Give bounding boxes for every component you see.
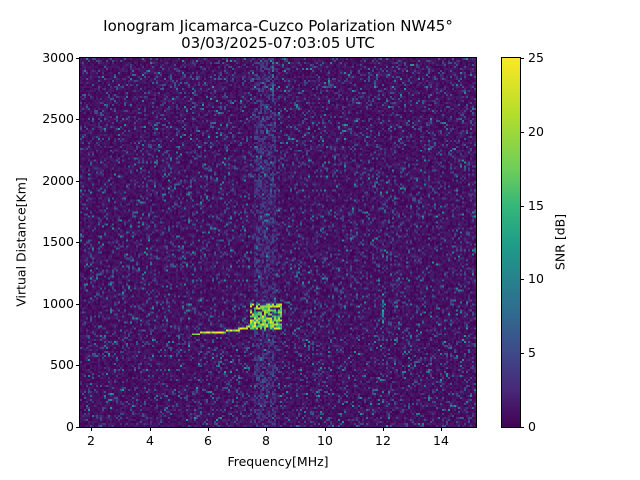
x-tick-label: 6 bbox=[204, 433, 212, 448]
y-tick-label: 3000 bbox=[42, 50, 74, 65]
x-axis-label: Frequency[MHz] bbox=[227, 454, 329, 469]
y-axis-label: Virtual Distance[Km] bbox=[13, 177, 29, 307]
x-tick-label: 2 bbox=[87, 433, 95, 448]
y-tick-label: 2000 bbox=[42, 173, 74, 188]
colorbar-tick-label: 25 bbox=[528, 50, 544, 65]
chart-subtitle: 03/03/2025-07:03:05 UTC bbox=[181, 34, 375, 52]
colorbar-tick-label: 15 bbox=[528, 198, 544, 213]
x-tick-label: 8 bbox=[262, 433, 270, 448]
ionogram-heatmap bbox=[80, 58, 476, 427]
colorbar-label: SNR [dB] bbox=[552, 213, 568, 271]
y-tick-label: 1500 bbox=[42, 234, 74, 249]
y-tick-label: 2500 bbox=[42, 111, 74, 126]
chart-title: Ionogram Jicamarca-Cuzco Polarization NW… bbox=[103, 17, 453, 35]
x-tick-label: 4 bbox=[146, 433, 154, 448]
plot-area bbox=[79, 57, 477, 428]
colorbar-tick-label: 20 bbox=[528, 124, 544, 139]
colorbar-tick-label: 5 bbox=[528, 345, 536, 360]
x-tick-label: 12 bbox=[375, 433, 391, 448]
colorbar-tick-label: 10 bbox=[528, 271, 544, 286]
y-tick-label: 1000 bbox=[42, 296, 74, 311]
x-tick-label: 14 bbox=[433, 433, 449, 448]
x-tick-label: 10 bbox=[317, 433, 333, 448]
y-tick-label: 0 bbox=[66, 419, 74, 434]
colorbar bbox=[501, 57, 521, 428]
colorbar-tick-label: 0 bbox=[528, 419, 536, 434]
y-tick-label: 500 bbox=[50, 357, 74, 372]
